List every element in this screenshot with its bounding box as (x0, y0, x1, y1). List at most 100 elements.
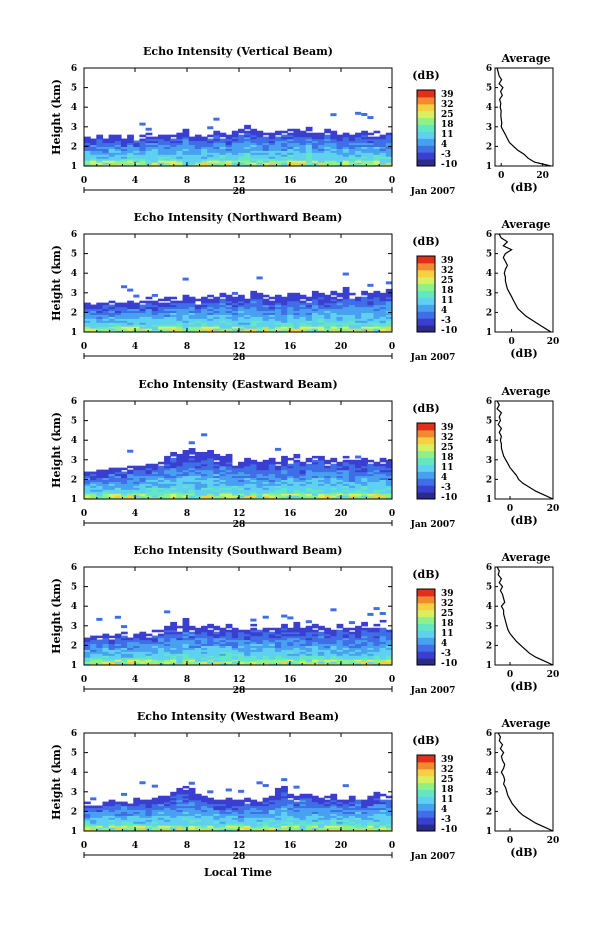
echo-cell (256, 465, 264, 469)
echo-cell (311, 144, 319, 147)
echo-cell (256, 639, 264, 643)
echo-cell (108, 813, 116, 816)
avg-y-tick-label: 5 (486, 250, 492, 260)
echo-cell (250, 487, 258, 490)
echo-cell (213, 811, 221, 814)
echo-cell (164, 136, 171, 140)
echo-cell (330, 310, 338, 313)
echo-cell (299, 156, 307, 159)
echo-cell (268, 152, 276, 155)
echo-cell (318, 647, 325, 650)
echo-cell (268, 308, 276, 312)
echo-cell (231, 330, 239, 333)
echo-cell (355, 637, 362, 641)
echo-cell (262, 326, 270, 329)
echo-cell (361, 302, 368, 306)
echo-cell (114, 497, 122, 500)
echo-cell (96, 156, 104, 159)
echo-cell (355, 154, 362, 157)
echo-cell (194, 643, 202, 646)
echo-cell (311, 302, 319, 306)
echo-cell (145, 489, 153, 492)
echo-cell (262, 659, 270, 662)
echo-cell (348, 809, 356, 812)
echo-cell (318, 136, 325, 140)
echo-cell (90, 651, 97, 654)
echo-cell (268, 142, 276, 146)
echo-cell (139, 823, 147, 826)
echo-cell (305, 497, 313, 500)
echo-cell (318, 304, 325, 308)
echo-cell (157, 150, 165, 153)
echo-cell (336, 469, 344, 473)
echo-cell (90, 156, 97, 159)
echo-cell (201, 298, 208, 302)
echo-cell (274, 655, 282, 658)
echo-cell (194, 821, 202, 824)
echo-cell (194, 308, 202, 312)
echo-cell (157, 316, 165, 319)
echo-cell (84, 497, 91, 500)
echo-cell (250, 302, 258, 306)
echo-cell (268, 655, 276, 658)
echo-cell (176, 156, 184, 159)
echo-cell (268, 641, 276, 645)
echo-cell (336, 475, 344, 479)
echo-cell (330, 134, 338, 138)
echo-cell (336, 144, 344, 147)
echo-cell (213, 318, 221, 321)
echo-cell (250, 326, 258, 329)
echo-cell (336, 324, 344, 327)
echo-cell (342, 455, 350, 459)
echo-cell (201, 302, 208, 306)
echo-cell (176, 657, 184, 660)
echo-cell (250, 316, 258, 319)
echo-cell (336, 134, 344, 138)
echo-cell (373, 152, 381, 155)
echo-cell (305, 827, 313, 830)
echo-cell (102, 633, 110, 637)
echo-cell (164, 142, 171, 146)
echo-cell (244, 809, 251, 812)
echo-cell (244, 797, 251, 801)
echo-cell (361, 467, 368, 471)
echo-cell (342, 809, 350, 812)
echo-cell (274, 793, 282, 797)
echo-cell (96, 162, 104, 165)
echo-cell (367, 164, 375, 167)
echo-cell (244, 318, 251, 321)
echo-cell (151, 320, 159, 323)
echo-cell (305, 491, 313, 494)
echo-cell (361, 627, 368, 631)
echo-cell (84, 475, 91, 479)
echo-cell (293, 320, 301, 323)
echo-cell (379, 647, 387, 650)
echo-cell (114, 479, 122, 482)
echo-cell (348, 489, 356, 492)
echo-cell (114, 829, 122, 832)
echo-cell (176, 473, 184, 477)
echo-cell (213, 146, 221, 149)
echo-cell (244, 815, 251, 818)
echo-cell (262, 651, 270, 654)
echo-cell (385, 661, 393, 664)
echo-cell (120, 306, 128, 310)
echo-cell (207, 326, 214, 329)
echo-cell (281, 789, 288, 793)
echo-cell (102, 807, 110, 811)
echo-cell (231, 485, 239, 488)
echo-cell (268, 132, 276, 136)
echo-cell (90, 491, 97, 494)
echo-cell (305, 162, 313, 165)
echo-cell (84, 829, 91, 832)
echo-cell (225, 815, 233, 818)
echo-cell (318, 314, 325, 317)
echo-cell (114, 651, 122, 654)
echo-cell (182, 328, 190, 331)
echo-cell (287, 489, 295, 492)
echo-cell (324, 302, 331, 306)
echo-cell (127, 815, 134, 818)
echo-cell (318, 489, 325, 492)
echo-cell (176, 635, 184, 639)
echo-cell (250, 817, 258, 820)
